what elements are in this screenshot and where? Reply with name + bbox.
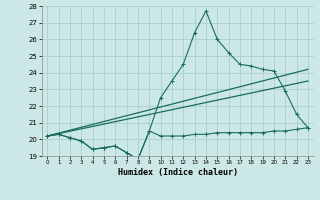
- X-axis label: Humidex (Indice chaleur): Humidex (Indice chaleur): [118, 168, 237, 177]
